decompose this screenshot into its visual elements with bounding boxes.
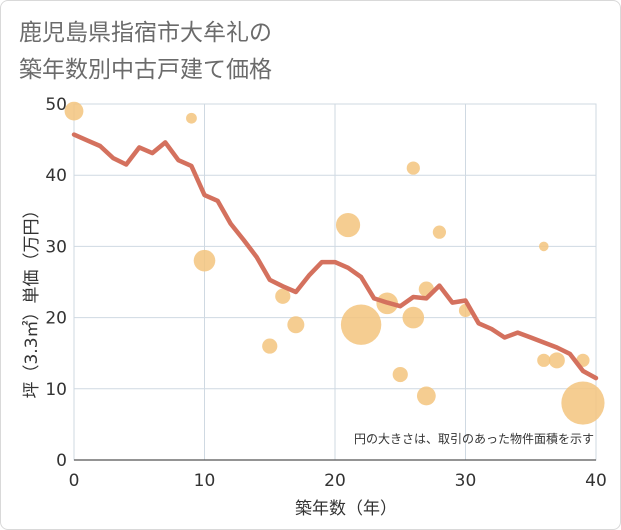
- bubble: [340, 304, 382, 345]
- y-axis-label: 坪（3.3㎡）単価（万円）: [22, 201, 42, 398]
- x-tick-label: 40: [585, 471, 607, 491]
- bubble: [537, 353, 551, 367]
- y-tick-label: 30: [45, 237, 67, 257]
- bubble: [392, 366, 408, 383]
- chart-title-line-1: 鹿児島県指宿市大牟礼の: [19, 20, 272, 46]
- bubble: [287, 316, 305, 334]
- grid: [73, 103, 597, 461]
- y-tick-label: 40: [45, 166, 67, 186]
- chart-title: 鹿児島県指宿市大牟礼の 築年数別中古戸建て価格: [19, 15, 272, 89]
- bubble: [548, 352, 565, 369]
- y-tick-label: 10: [45, 380, 67, 400]
- bubble: [193, 249, 216, 272]
- ticks: 0 10 20 30 40 0 10 20 30 40 50: [45, 95, 606, 491]
- bubble: [432, 225, 446, 239]
- average-line: [71, 132, 599, 381]
- bubble: [539, 241, 549, 252]
- bubble: [416, 386, 436, 406]
- x-tick-label: 20: [324, 471, 346, 491]
- bubble-size-note: 円の大きさは、取引のあった物件面積を示す: [354, 431, 594, 446]
- bubble: [402, 306, 425, 329]
- average-price-line: [71, 132, 599, 381]
- y-tick-label: 50: [45, 95, 67, 115]
- x-tick-label: 0: [69, 471, 80, 491]
- bubble: [406, 161, 420, 175]
- chart-title-line-2: 築年数別中古戸建て価格: [19, 57, 272, 83]
- bubble: [335, 212, 361, 238]
- x-tick-label: 10: [194, 471, 216, 491]
- bubble: [561, 381, 605, 425]
- bubbles: [64, 101, 605, 425]
- bubble: [275, 288, 291, 304]
- bubble: [262, 338, 278, 354]
- x-tick-label: 30: [455, 471, 477, 491]
- y-tick-label: 0: [56, 451, 67, 471]
- x-axis-label: 築年数（年）: [295, 499, 397, 519]
- bubble: [186, 112, 197, 124]
- bubble: [64, 101, 84, 121]
- y-tick-label: 20: [45, 309, 67, 329]
